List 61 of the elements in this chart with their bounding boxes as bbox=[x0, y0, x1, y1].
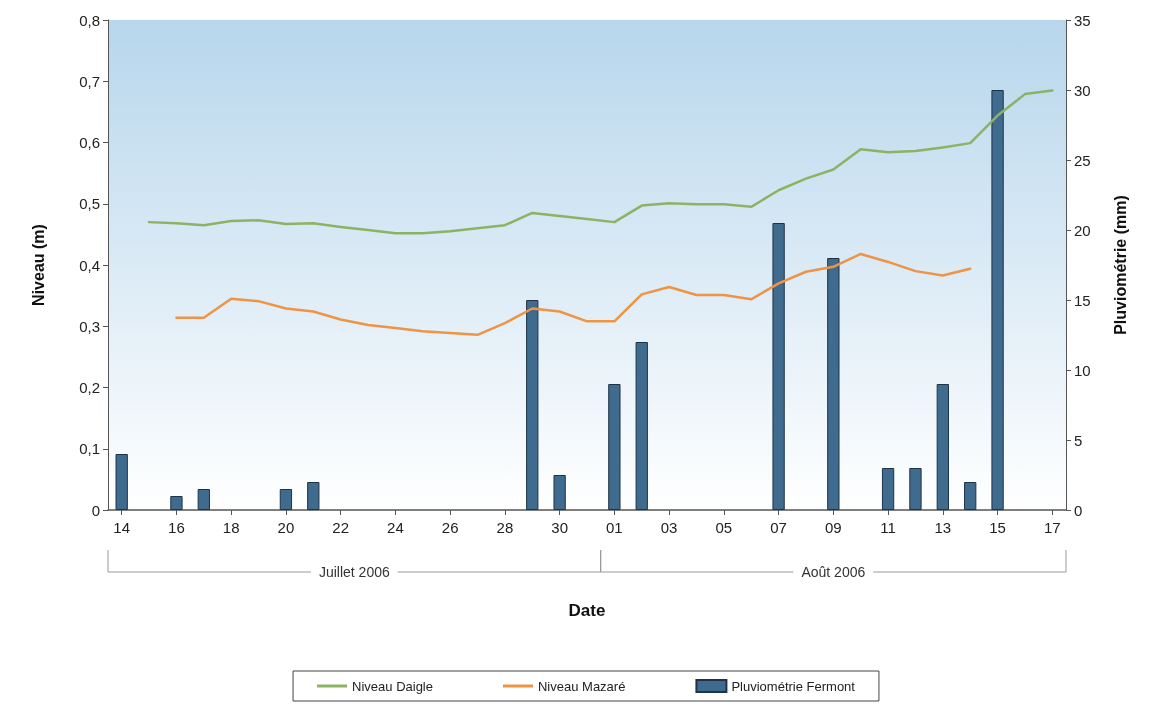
y-tick-label: 0,1 bbox=[79, 440, 100, 458]
y-axis-title: Niveau (m) bbox=[29, 224, 47, 306]
bar bbox=[608, 384, 621, 510]
y-tick-label: 0,3 bbox=[79, 317, 100, 335]
bar bbox=[881, 468, 895, 510]
x-tick-label: 01 bbox=[606, 519, 623, 536]
bar bbox=[827, 258, 840, 510]
x-tick-label: 17 bbox=[1043, 519, 1061, 536]
bar bbox=[170, 496, 183, 510]
x-tick-label: 20 bbox=[277, 519, 295, 536]
x-axis-title: Date bbox=[568, 601, 606, 620]
bar bbox=[772, 223, 785, 510]
legend-label: Pluviométrie Fermont bbox=[731, 678, 856, 694]
x-tick-label: 11 bbox=[880, 519, 896, 536]
x-tick-label: 07 bbox=[770, 519, 787, 536]
x-tick-label: 18 bbox=[222, 519, 240, 536]
x-tick-label: 30 bbox=[551, 519, 568, 536]
x-tick-label: 15 bbox=[989, 519, 1006, 536]
x-tick-label: 16 bbox=[168, 519, 185, 536]
bar bbox=[964, 482, 977, 510]
bar bbox=[635, 342, 648, 510]
bar bbox=[991, 90, 1004, 510]
line-series bbox=[147, 89, 1054, 235]
y2-tick-label: 20 bbox=[1074, 221, 1091, 239]
text: Juillet 2006 bbox=[318, 564, 390, 580]
y2-tick-label: 15 bbox=[1074, 291, 1091, 309]
y-tick-label: 0,6 bbox=[79, 134, 100, 151]
bar bbox=[553, 475, 566, 510]
x-tick-label: 03 bbox=[660, 519, 678, 536]
y-tick-label: 0,2 bbox=[79, 379, 100, 396]
y2-tick-label: 35 bbox=[1074, 11, 1091, 29]
bar bbox=[279, 489, 293, 510]
x-tick-label: 22 bbox=[332, 519, 349, 536]
x-tick-label: 05 bbox=[715, 519, 733, 536]
x-tick-label: 24 bbox=[387, 519, 404, 536]
y2-tick-label: 5 bbox=[1074, 431, 1083, 449]
y-tick-label: 0,8 bbox=[79, 11, 100, 29]
y-tick-label: 0,5 bbox=[79, 195, 100, 213]
bar bbox=[909, 468, 922, 510]
x-tick-label: 28 bbox=[496, 519, 514, 536]
y-tick-label: 0,4 bbox=[79, 256, 100, 274]
y2-tick-label: 25 bbox=[1074, 151, 1091, 169]
x-tick-label: 09 bbox=[825, 519, 842, 536]
legend-label: Niveau Mazaré bbox=[537, 678, 626, 694]
bar bbox=[197, 489, 210, 510]
text: Août 2006 bbox=[801, 564, 866, 580]
legend-label: Niveau Daigle bbox=[352, 678, 433, 694]
y2-axis-title: Pluviométrie (mm) bbox=[1111, 195, 1129, 335]
line-series bbox=[175, 252, 972, 337]
x-tick-label: 13 bbox=[934, 519, 952, 536]
y-tick-label: 0 bbox=[91, 501, 100, 519]
y2-tick-label: 30 bbox=[1074, 81, 1091, 99]
bar bbox=[115, 454, 128, 510]
bar bbox=[936, 384, 949, 510]
y2-tick-label: 0 bbox=[1074, 501, 1083, 519]
y-tick-label: 0,7 bbox=[79, 72, 100, 90]
x-tick-label: 14 bbox=[113, 519, 131, 536]
bar bbox=[526, 300, 539, 510]
x-tick-label: 26 bbox=[441, 519, 459, 536]
y2-tick-label: 10 bbox=[1074, 361, 1091, 379]
bar bbox=[307, 482, 320, 510]
